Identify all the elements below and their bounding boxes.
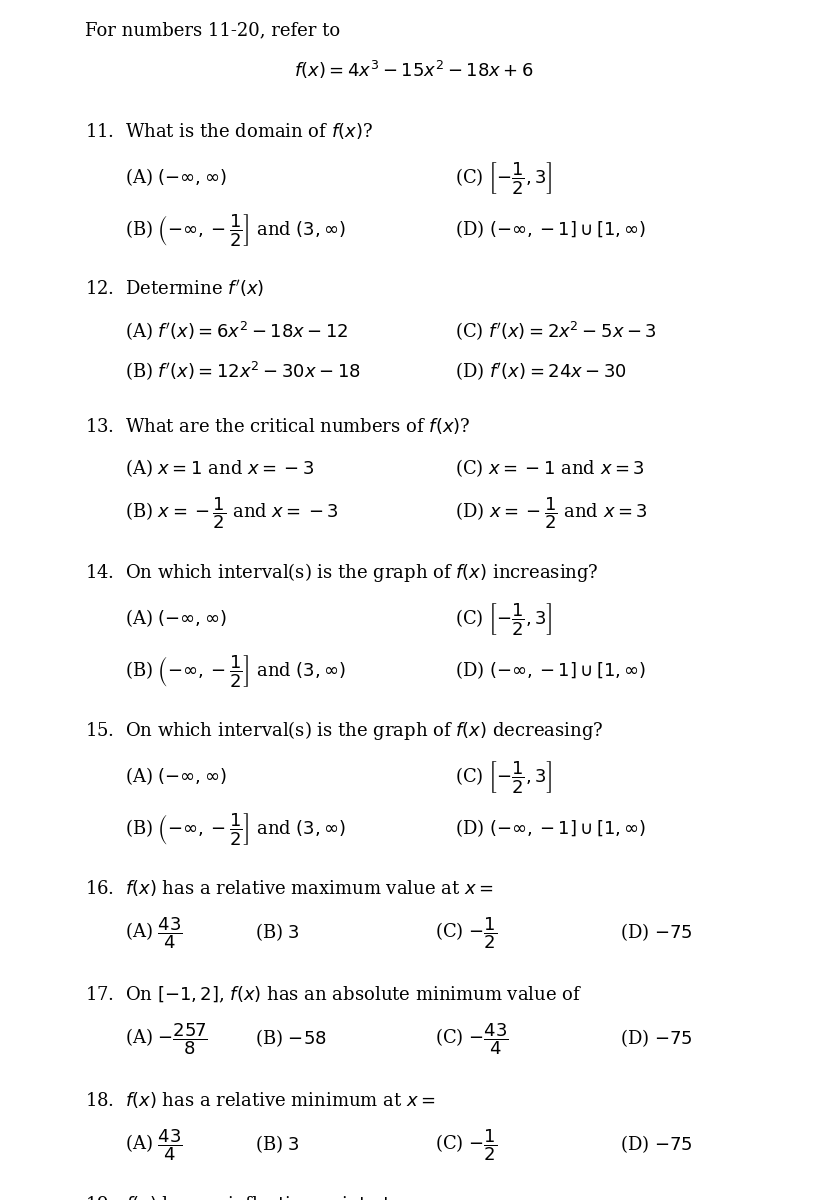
Text: (A) $f'(x) = 6x^2 - 18x - 12$: (A) $f'(x) = 6x^2 - 18x - 12$ [125, 319, 348, 342]
Text: (A) $(-\infty, \infty)$: (A) $(-\infty, \infty)$ [125, 607, 227, 629]
Text: (C) $\left[-\dfrac{1}{2}, 3\right]$: (C) $\left[-\dfrac{1}{2}, 3\right]$ [455, 160, 552, 196]
Text: (D) $(-\infty, -1] \cup [1, \infty)$: (D) $(-\infty, -1] \cup [1, \infty)$ [455, 659, 646, 680]
Text: 17.  On $[-1, 2]$, $f(x)$ has an absolute minimum value of: 17. On $[-1, 2]$, $f(x)$ has an absolute… [85, 984, 581, 1004]
Text: 12.  Determine $f'(x)$: 12. Determine $f'(x)$ [85, 278, 264, 300]
Text: (C) $f'(x) = 2x^2 - 5x - 3$: (C) $f'(x) = 2x^2 - 5x - 3$ [455, 319, 656, 342]
Text: (D) $(-\infty, -1] \cup [1, \infty)$: (D) $(-\infty, -1] \cup [1, \infty)$ [455, 218, 646, 240]
Text: (D) $f'(x) = 24x - 30$: (D) $f'(x) = 24x - 30$ [455, 360, 626, 382]
Text: 15.  On which interval(s) is the graph of $f(x)$ decreasing?: 15. On which interval(s) is the graph of… [85, 719, 603, 742]
Text: $f(x) = 4x^3 - 15x^2 - 18x + 6$: $f(x) = 4x^3 - 15x^2 - 18x + 6$ [294, 59, 533, 80]
Text: (B) $x = -\dfrac{1}{2}$ and $x = -3$: (B) $x = -\dfrac{1}{2}$ and $x = -3$ [125, 496, 338, 530]
Text: (B) $3$: (B) $3$ [255, 1133, 299, 1154]
Text: 13.  What are the critical numbers of $f(x)$?: 13. What are the critical numbers of $f(… [85, 416, 470, 436]
Text: (D) $-75$: (D) $-75$ [619, 1027, 691, 1049]
Text: (B) $\left(-\infty, -\dfrac{1}{2}\right]$ and $(3, \infty)$: (B) $\left(-\infty, -\dfrac{1}{2}\right]… [125, 811, 346, 847]
Text: (A) $(-\infty, \infty)$: (A) $(-\infty, \infty)$ [125, 166, 227, 188]
Text: (A) $(-\infty, \infty)$: (A) $(-\infty, \infty)$ [125, 766, 227, 787]
Text: (B) $\left(-\infty, -\dfrac{1}{2}\right]$ and $(3, \infty)$: (B) $\left(-\infty, -\dfrac{1}{2}\right]… [125, 212, 346, 248]
Text: (B) $3$: (B) $3$ [255, 922, 299, 943]
Text: (A) $\dfrac{43}{4}$: (A) $\dfrac{43}{4}$ [125, 916, 183, 950]
Text: (C) $-\dfrac{1}{2}$: (C) $-\dfrac{1}{2}$ [434, 1127, 496, 1163]
Text: (C) $\left[-\dfrac{1}{2}, 3\right]$: (C) $\left[-\dfrac{1}{2}, 3\right]$ [455, 601, 552, 637]
Text: For numbers 11-20, refer to: For numbers 11-20, refer to [85, 20, 340, 38]
Text: (A) $-\dfrac{257}{8}$: (A) $-\dfrac{257}{8}$ [125, 1021, 208, 1057]
Text: (C) $-\dfrac{1}{2}$: (C) $-\dfrac{1}{2}$ [434, 916, 496, 950]
Text: (D) $x = -\dfrac{1}{2}$ and $x = 3$: (D) $x = -\dfrac{1}{2}$ and $x = 3$ [455, 496, 647, 530]
Text: 19.  $f(x)$ has an inflection point at: 19. $f(x)$ has an inflection point at [85, 1194, 391, 1200]
Text: 14.  On which interval(s) is the graph of $f(x)$ increasing?: 14. On which interval(s) is the graph of… [85, 560, 598, 584]
Text: (C) $x = -1$ and $x = 3$: (C) $x = -1$ and $x = 3$ [455, 457, 644, 479]
Text: (B) $-58$: (B) $-58$ [255, 1027, 327, 1049]
Text: (C) $\left[-\dfrac{1}{2}, 3\right]$: (C) $\left[-\dfrac{1}{2}, 3\right]$ [455, 758, 552, 794]
Text: (A) $x = 1$ and $x = -3$: (A) $x = 1$ and $x = -3$ [125, 457, 313, 479]
Text: 11.  What is the domain of $f(x)$?: 11. What is the domain of $f(x)$? [85, 121, 373, 140]
Text: (D) $-75$: (D) $-75$ [619, 922, 691, 943]
Text: 18.  $f(x)$ has a relative minimum at $x =$: 18. $f(x)$ has a relative minimum at $x … [85, 1090, 435, 1110]
Text: (B) $\left(-\infty, -\dfrac{1}{2}\right]$ and $(3, \infty)$: (B) $\left(-\infty, -\dfrac{1}{2}\right]… [125, 653, 346, 689]
Text: (C) $-\dfrac{43}{4}$: (C) $-\dfrac{43}{4}$ [434, 1021, 508, 1057]
Text: (B) $f'(x) = 12x^2 - 30x - 18$: (B) $f'(x) = 12x^2 - 30x - 18$ [125, 359, 361, 382]
Text: 16.  $f(x)$ has a relative maximum value at $x =$: 16. $f(x)$ has a relative maximum value … [85, 878, 493, 898]
Text: (D) $(-\infty, -1] \cup [1, \infty)$: (D) $(-\infty, -1] \cup [1, \infty)$ [455, 817, 646, 839]
Text: (A) $\dfrac{43}{4}$: (A) $\dfrac{43}{4}$ [125, 1127, 183, 1163]
Text: (D) $-75$: (D) $-75$ [619, 1133, 691, 1154]
